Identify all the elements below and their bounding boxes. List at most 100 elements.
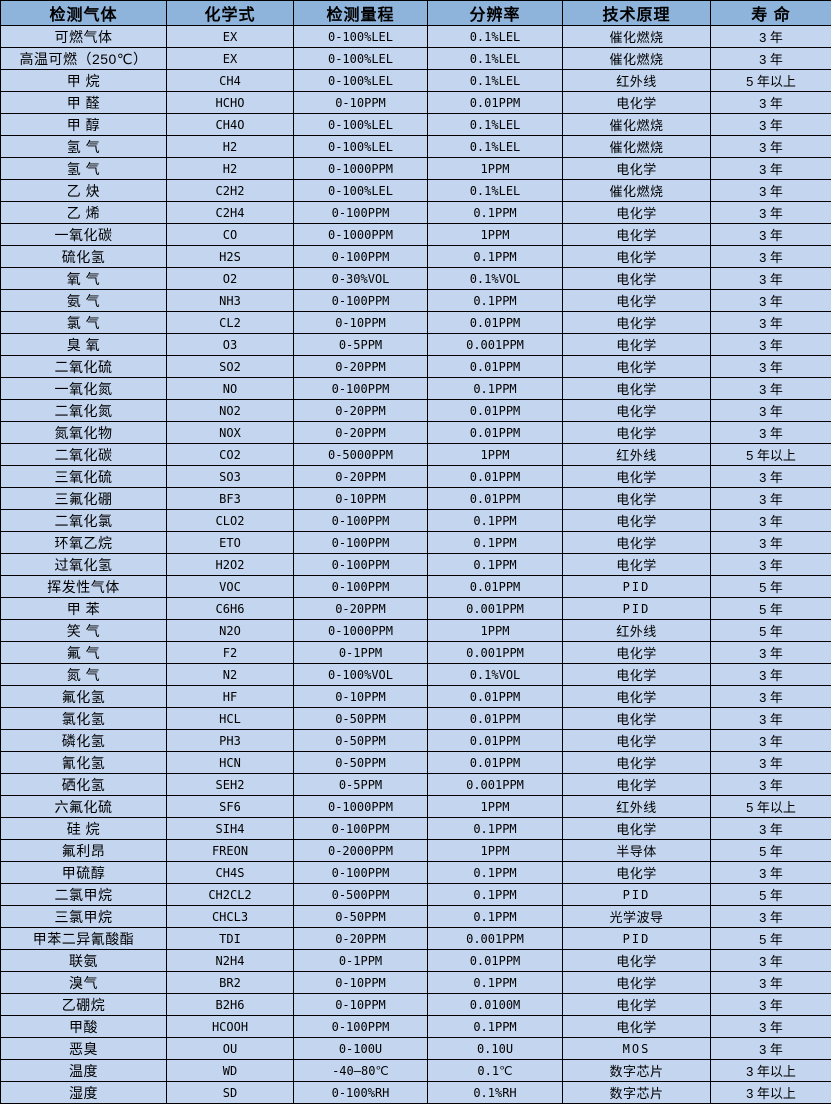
cell-life: 3 年: [711, 422, 831, 444]
cell-range: 0-20PPM: [294, 466, 428, 488]
cell-range: 0-100%LEL: [294, 136, 428, 158]
cell-tech: 红外线: [563, 796, 711, 818]
cell-resolution: 0.01PPM: [428, 752, 563, 774]
cell-formula: HCOOH: [167, 1016, 294, 1038]
cell-tech: 电化学: [563, 664, 711, 686]
cell-formula: N2O: [167, 620, 294, 642]
cell-formula: C2H4: [167, 202, 294, 224]
cell-life: 5 年: [711, 928, 831, 950]
cell-gas: 笑 气: [1, 620, 167, 642]
cell-tech: 电化学: [563, 554, 711, 576]
cell-resolution: 0.1%VOL: [428, 664, 563, 686]
cell-tech: 催化燃烧: [563, 180, 711, 202]
cell-range: 0-1PPM: [294, 642, 428, 664]
cell-tech: 电化学: [563, 268, 711, 290]
cell-tech: 电化学: [563, 532, 711, 554]
cell-range: 0-100%LEL: [294, 114, 428, 136]
cell-gas: 溴气: [1, 972, 167, 994]
cell-gas: 氯 气: [1, 312, 167, 334]
cell-range: 0-20PPM: [294, 422, 428, 444]
cell-range: 0-1000PPM: [294, 796, 428, 818]
cell-range: 0-100%LEL: [294, 26, 428, 48]
cell-life: 5 年: [711, 884, 831, 906]
cell-gas: 可燃气体: [1, 26, 167, 48]
cell-resolution: 0.1PPM: [428, 290, 563, 312]
cell-gas: 磷化氢: [1, 730, 167, 752]
cell-tech: 数字芯片: [563, 1082, 711, 1104]
cell-tech: PID: [563, 576, 711, 598]
cell-resolution: 1PPM: [428, 444, 563, 466]
cell-gas: 氧 气: [1, 268, 167, 290]
cell-gas: 二氧化碳: [1, 444, 167, 466]
cell-range: 0-10PPM: [294, 994, 428, 1016]
cell-gas: 高温可燃（250℃）: [1, 48, 167, 70]
cell-formula: EX: [167, 26, 294, 48]
cell-life: 3 年: [711, 730, 831, 752]
cell-formula: O3: [167, 334, 294, 356]
cell-resolution: 0.1℃: [428, 1060, 563, 1082]
cell-gas: 氟化氢: [1, 686, 167, 708]
cell-range: 0-50PPM: [294, 906, 428, 928]
cell-range: 0-5PPM: [294, 774, 428, 796]
cell-life: 5 年以上: [711, 70, 831, 92]
cell-gas: 氯化氢: [1, 708, 167, 730]
cell-range: 0-2000PPM: [294, 840, 428, 862]
cell-resolution: 0.1%LEL: [428, 136, 563, 158]
cell-resolution: 0.1PPM: [428, 554, 563, 576]
cell-life: 3 年: [711, 92, 831, 114]
cell-gas: 二氯甲烷: [1, 884, 167, 906]
cell-range: -40—80℃: [294, 1060, 428, 1082]
column-header-gas: 检测气体: [1, 1, 167, 26]
cell-life: 3 年: [711, 752, 831, 774]
cell-gas: 乙硼烷: [1, 994, 167, 1016]
cell-gas: 氢 气: [1, 158, 167, 180]
cell-resolution: 0.1PPM: [428, 884, 563, 906]
cell-tech: 电化学: [563, 378, 711, 400]
cell-life: 3 年: [711, 950, 831, 972]
cell-gas: 甲 烷: [1, 70, 167, 92]
cell-tech: 电化学: [563, 994, 711, 1016]
cell-formula: SO3: [167, 466, 294, 488]
cell-tech: 红外线: [563, 620, 711, 642]
cell-tech: 红外线: [563, 444, 711, 466]
cell-range: 0-50PPM: [294, 730, 428, 752]
cell-gas: 过氧化氢: [1, 554, 167, 576]
cell-formula: SD: [167, 1082, 294, 1104]
cell-life: 5 年: [711, 598, 831, 620]
cell-range: 0-100U: [294, 1038, 428, 1060]
cell-life: 3 年: [711, 136, 831, 158]
cell-life: 3 年: [711, 994, 831, 1016]
cell-resolution: 1PPM: [428, 620, 563, 642]
cell-formula: NOX: [167, 422, 294, 444]
cell-range: 0-30%VOL: [294, 268, 428, 290]
cell-resolution: 0.1%LEL: [428, 180, 563, 202]
cell-tech: 电化学: [563, 642, 711, 664]
cell-resolution: 1PPM: [428, 840, 563, 862]
cell-resolution: 0.10U: [428, 1038, 563, 1060]
cell-formula: ETO: [167, 532, 294, 554]
cell-tech: 电化学: [563, 686, 711, 708]
cell-resolution: 0.1PPM: [428, 378, 563, 400]
cell-life: 3 年: [711, 48, 831, 70]
cell-life: 3 年: [711, 202, 831, 224]
cell-gas: 氟 气: [1, 642, 167, 664]
cell-life: 5 年: [711, 576, 831, 598]
cell-formula: NH3: [167, 290, 294, 312]
cell-formula: WD: [167, 1060, 294, 1082]
cell-resolution: 0.01PPM: [428, 576, 563, 598]
cell-life: 3 年: [711, 708, 831, 730]
cell-life: 3 年以上: [711, 1082, 831, 1104]
cell-range: 0-10PPM: [294, 92, 428, 114]
